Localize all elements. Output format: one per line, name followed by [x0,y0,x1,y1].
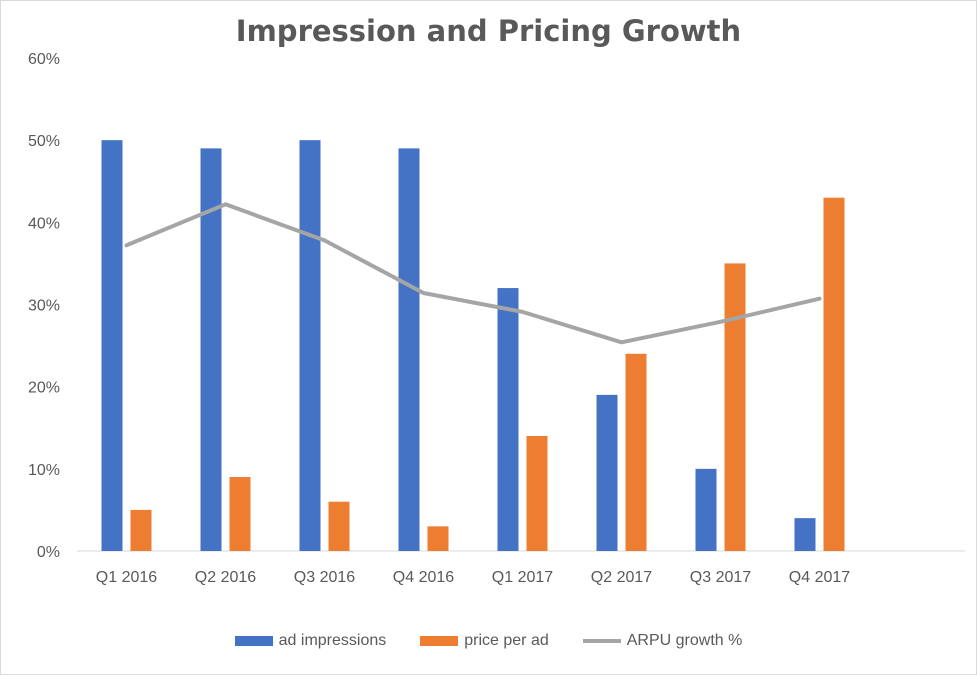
legend-label-price-per-ad: price per ad [464,632,549,649]
line-arpu-growth [124,202,822,345]
y-tick-label: 10% [28,462,60,479]
y-tick-label: 50% [28,133,60,150]
point-arpu-growth [819,298,820,300]
chart-title: Impression and Pricing Growth [235,14,742,48]
point-arpu-growth [720,321,721,323]
x-tick-label: Q3 2016 [294,569,355,586]
legend-item-price-per-ad: price per ad [420,632,549,650]
legend-swatch-ad-impressions [234,636,273,646]
legend-item-ad-impressions: ad impressions [234,632,387,650]
bar-price-per-ad [229,477,251,551]
x-tick-label: Q4 2017 [789,569,850,586]
legend-label-ad-impressions: ad impressions [278,632,387,649]
bar-ad-impressions [299,140,321,551]
y-tick-label: 0% [37,544,60,561]
bar-price-per-ad [526,435,548,551]
y-tick-label: 40% [28,215,60,232]
bar-ad-impressions [695,468,717,551]
x-tick-label: Q4 2016 [393,569,454,586]
legend-item-arpu-growth: ARPU growth % [582,632,743,650]
y-tick-label: 60% [28,51,60,68]
bar-ad-impressions [497,288,519,551]
legend-swatch-price-per-ad [420,636,459,646]
chart-legend: ad impressions price per ad ARPU growth … [0,632,977,650]
x-tick-label: Q2 2017 [591,569,652,586]
bar-price-per-ad [823,197,845,551]
bar-price-per-ad [328,501,350,551]
legend-label-arpu-growth: ARPU growth % [626,632,743,649]
y-tick-label: 20% [28,380,60,397]
bar-price-per-ad [130,509,152,551]
x-tick-label: Q1 2017 [492,569,553,586]
point-arpu-growth [423,292,424,294]
x-tick-label: Q3 2017 [690,569,751,586]
point-arpu-growth [324,239,325,241]
bar-ad-impressions [200,148,222,551]
bar-ad-impressions [794,518,816,551]
bar-ad-impressions [101,140,123,551]
bar-ad-impressions [596,394,618,551]
point-arpu-growth [621,341,622,343]
bar-price-per-ad [724,263,746,551]
x-tick-label: Q2 2016 [195,569,256,586]
x-tick-label: Q1 2016 [96,569,157,586]
y-tick-label: 30% [28,298,60,315]
point-arpu-growth [522,311,523,313]
bar-price-per-ad [427,526,449,551]
bar-ad-impressions [398,148,420,551]
legend-swatch-arpu-growth [582,639,621,643]
point-arpu-growth [126,244,127,246]
point-arpu-growth [225,203,226,205]
bar-price-per-ad [625,353,647,551]
